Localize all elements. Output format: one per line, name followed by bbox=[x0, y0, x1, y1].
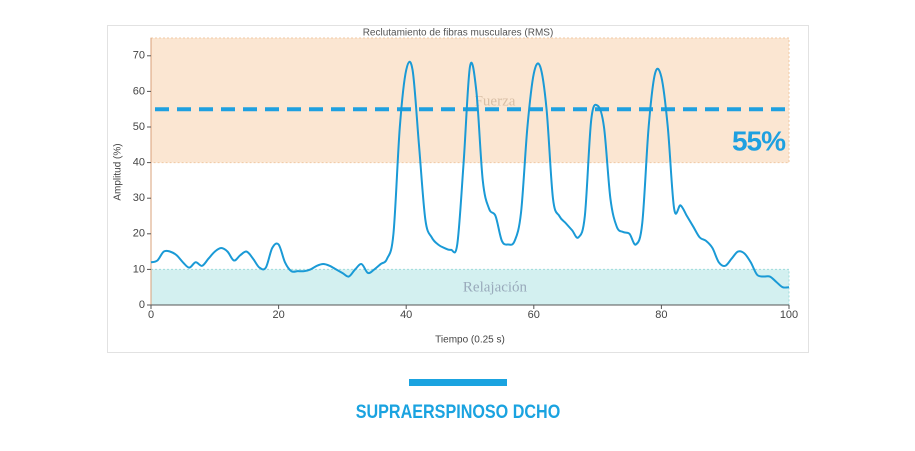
x-axis-label: Tiempo (0.25 s) bbox=[435, 335, 505, 346]
plot: Fuerza Relajación 0 10 20 30 40 50 60 70 0 20 40 60 80… bbox=[133, 37, 798, 321]
y-tick-label: 10 bbox=[133, 263, 145, 275]
band-label: Relajación bbox=[463, 280, 528, 296]
y-tick-label: 70 bbox=[133, 50, 145, 62]
series-line bbox=[150, 60, 790, 289]
band bbox=[150, 37, 790, 164]
x-tick-label: 40 bbox=[400, 309, 412, 321]
x-tick-label: 20 bbox=[272, 309, 284, 321]
band-label: Fuerza bbox=[475, 93, 516, 109]
y-tick-label: 20 bbox=[133, 228, 145, 240]
y-tick-label: 30 bbox=[133, 192, 145, 204]
threshold-label: 55% bbox=[732, 126, 786, 157]
caption: SUPRAERSPINOSO DCHO bbox=[356, 401, 561, 423]
y-tick-label: 0 bbox=[139, 299, 145, 311]
x-tick-label: 60 bbox=[528, 309, 540, 321]
y-tick-label: 40 bbox=[133, 157, 145, 169]
y-tick-label: 60 bbox=[133, 85, 145, 97]
y-tick-label: 50 bbox=[133, 121, 145, 133]
chart-title: Reclutamiento de fibras musculares (RMS) bbox=[363, 28, 554, 39]
caption-bar bbox=[409, 379, 507, 386]
x-tick-label: 80 bbox=[655, 309, 667, 321]
x-tick-label: 0 bbox=[148, 309, 154, 321]
y-axis-label: Amplitud (%) bbox=[113, 143, 124, 200]
x-tick-label: 100 bbox=[780, 309, 798, 321]
